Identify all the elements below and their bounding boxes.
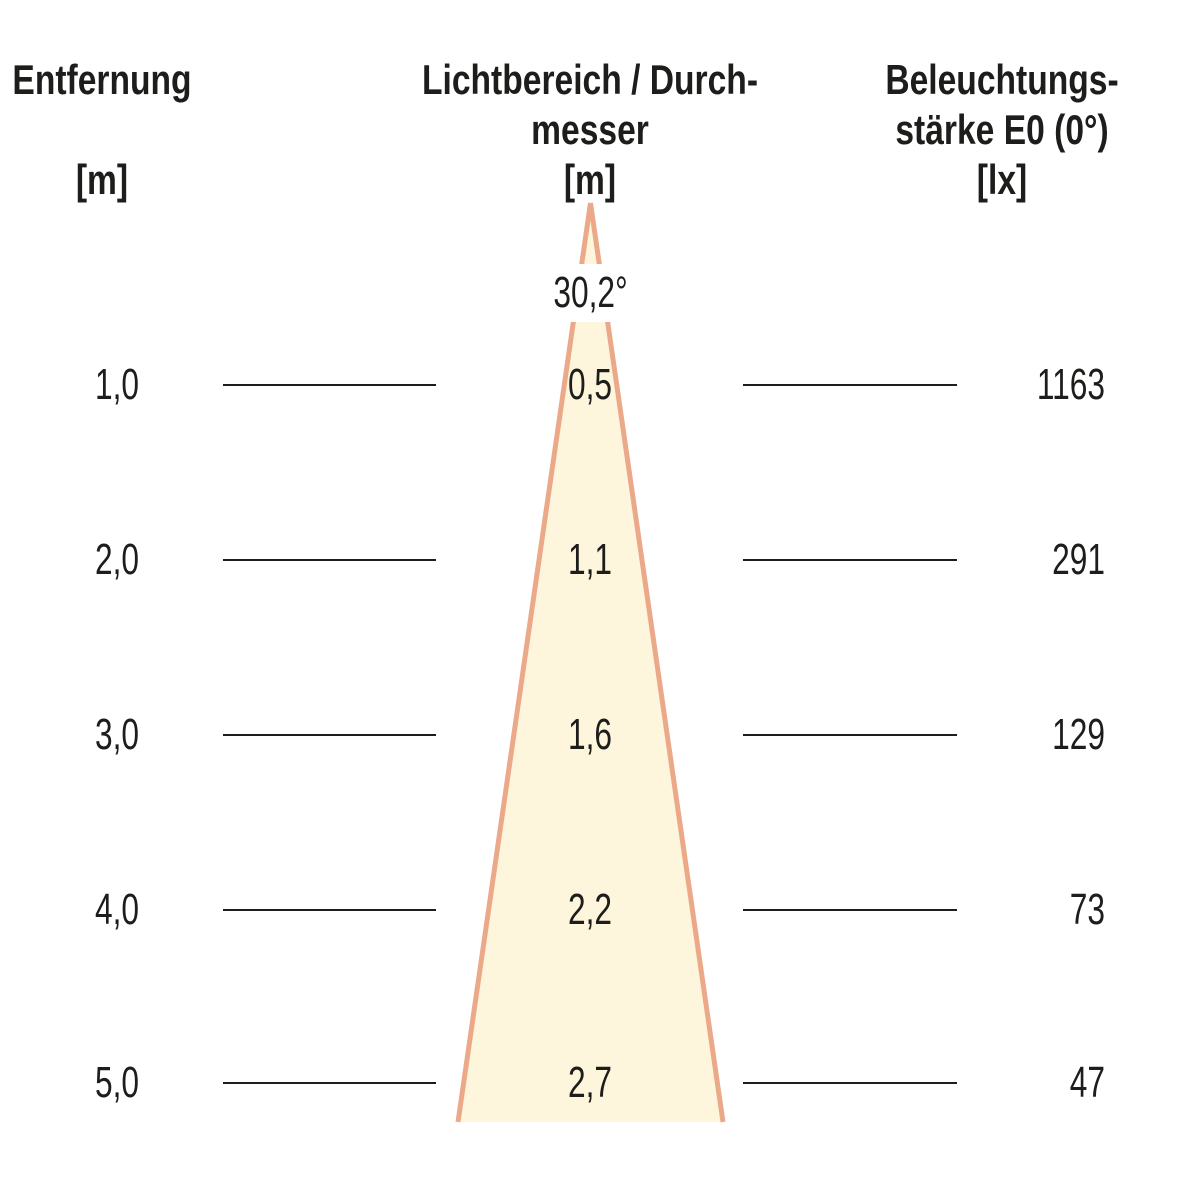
table-row: 1,0 0,5 1163 xyxy=(0,355,1182,415)
illuminance-value: 129 xyxy=(1052,710,1105,759)
illuminance-value: 1163 xyxy=(1036,360,1105,409)
distance-label: 1,0 xyxy=(94,360,140,409)
header-illuminance-title-line1: Beleuchtungs- xyxy=(885,56,1119,103)
illuminance-value: 291 xyxy=(1052,535,1105,584)
header-illuminance-unit: [lx] xyxy=(976,156,1028,203)
left-reference-line xyxy=(223,734,436,736)
header-beam-unit: [m] xyxy=(563,156,617,203)
beam-diameter-label: 2,7 xyxy=(567,1058,613,1107)
beam-diameter-label: 2,2 xyxy=(567,885,613,934)
distance-label: 5,0 xyxy=(94,1058,140,1107)
left-reference-line xyxy=(223,384,436,386)
header-illuminance-title-line2: stärke E0 (0°) xyxy=(895,106,1109,153)
header-illuminance: Beleuchtungs- stärke E0 (0°) [lx] xyxy=(882,55,1122,205)
distance-label: 4,0 xyxy=(94,885,140,934)
beam-diameter-label: 1,6 xyxy=(567,710,613,759)
header-distance-title: Entfernung xyxy=(12,56,192,103)
right-reference-line xyxy=(743,1082,957,1084)
left-reference-line xyxy=(223,909,436,911)
right-reference-line xyxy=(743,559,957,561)
beam-angle-label: 30,2° xyxy=(496,264,685,322)
cone-left-edge xyxy=(455,202,593,1123)
header-distance-unit: [m] xyxy=(75,156,129,203)
header-distance: Entfernung [m] xyxy=(0,55,206,205)
illuminance-value: 73 xyxy=(1069,885,1105,934)
cone-fill xyxy=(458,203,723,1122)
illuminance-value: 47 xyxy=(1069,1058,1105,1107)
right-reference-line xyxy=(743,384,957,386)
distance-label: 3,0 xyxy=(94,710,140,759)
right-reference-line xyxy=(743,909,957,911)
table-row: 5,0 2,7 47 xyxy=(0,1053,1182,1113)
cone-right-edge xyxy=(588,202,726,1123)
table-row: 2,0 1,1 291 xyxy=(0,530,1182,590)
left-reference-line xyxy=(223,559,436,561)
left-reference-line xyxy=(223,1082,436,1084)
header-beam-title-line2: messer xyxy=(531,106,649,153)
right-reference-line xyxy=(743,734,957,736)
table-row: 3,0 1,6 129 xyxy=(0,705,1182,765)
header-distance-spacer xyxy=(0,105,206,155)
header-beam-diameter: Lichtbereich / Durch- messer [m] xyxy=(414,55,766,205)
beam-diameter-label: 0,5 xyxy=(567,360,613,409)
distance-label: 2,0 xyxy=(94,535,140,584)
table-row: 4,0 2,2 73 xyxy=(0,880,1182,940)
header-beam-title-line1: Lichtbereich / Durch- xyxy=(421,56,759,103)
beam-diameter-label: 1,1 xyxy=(567,535,613,584)
